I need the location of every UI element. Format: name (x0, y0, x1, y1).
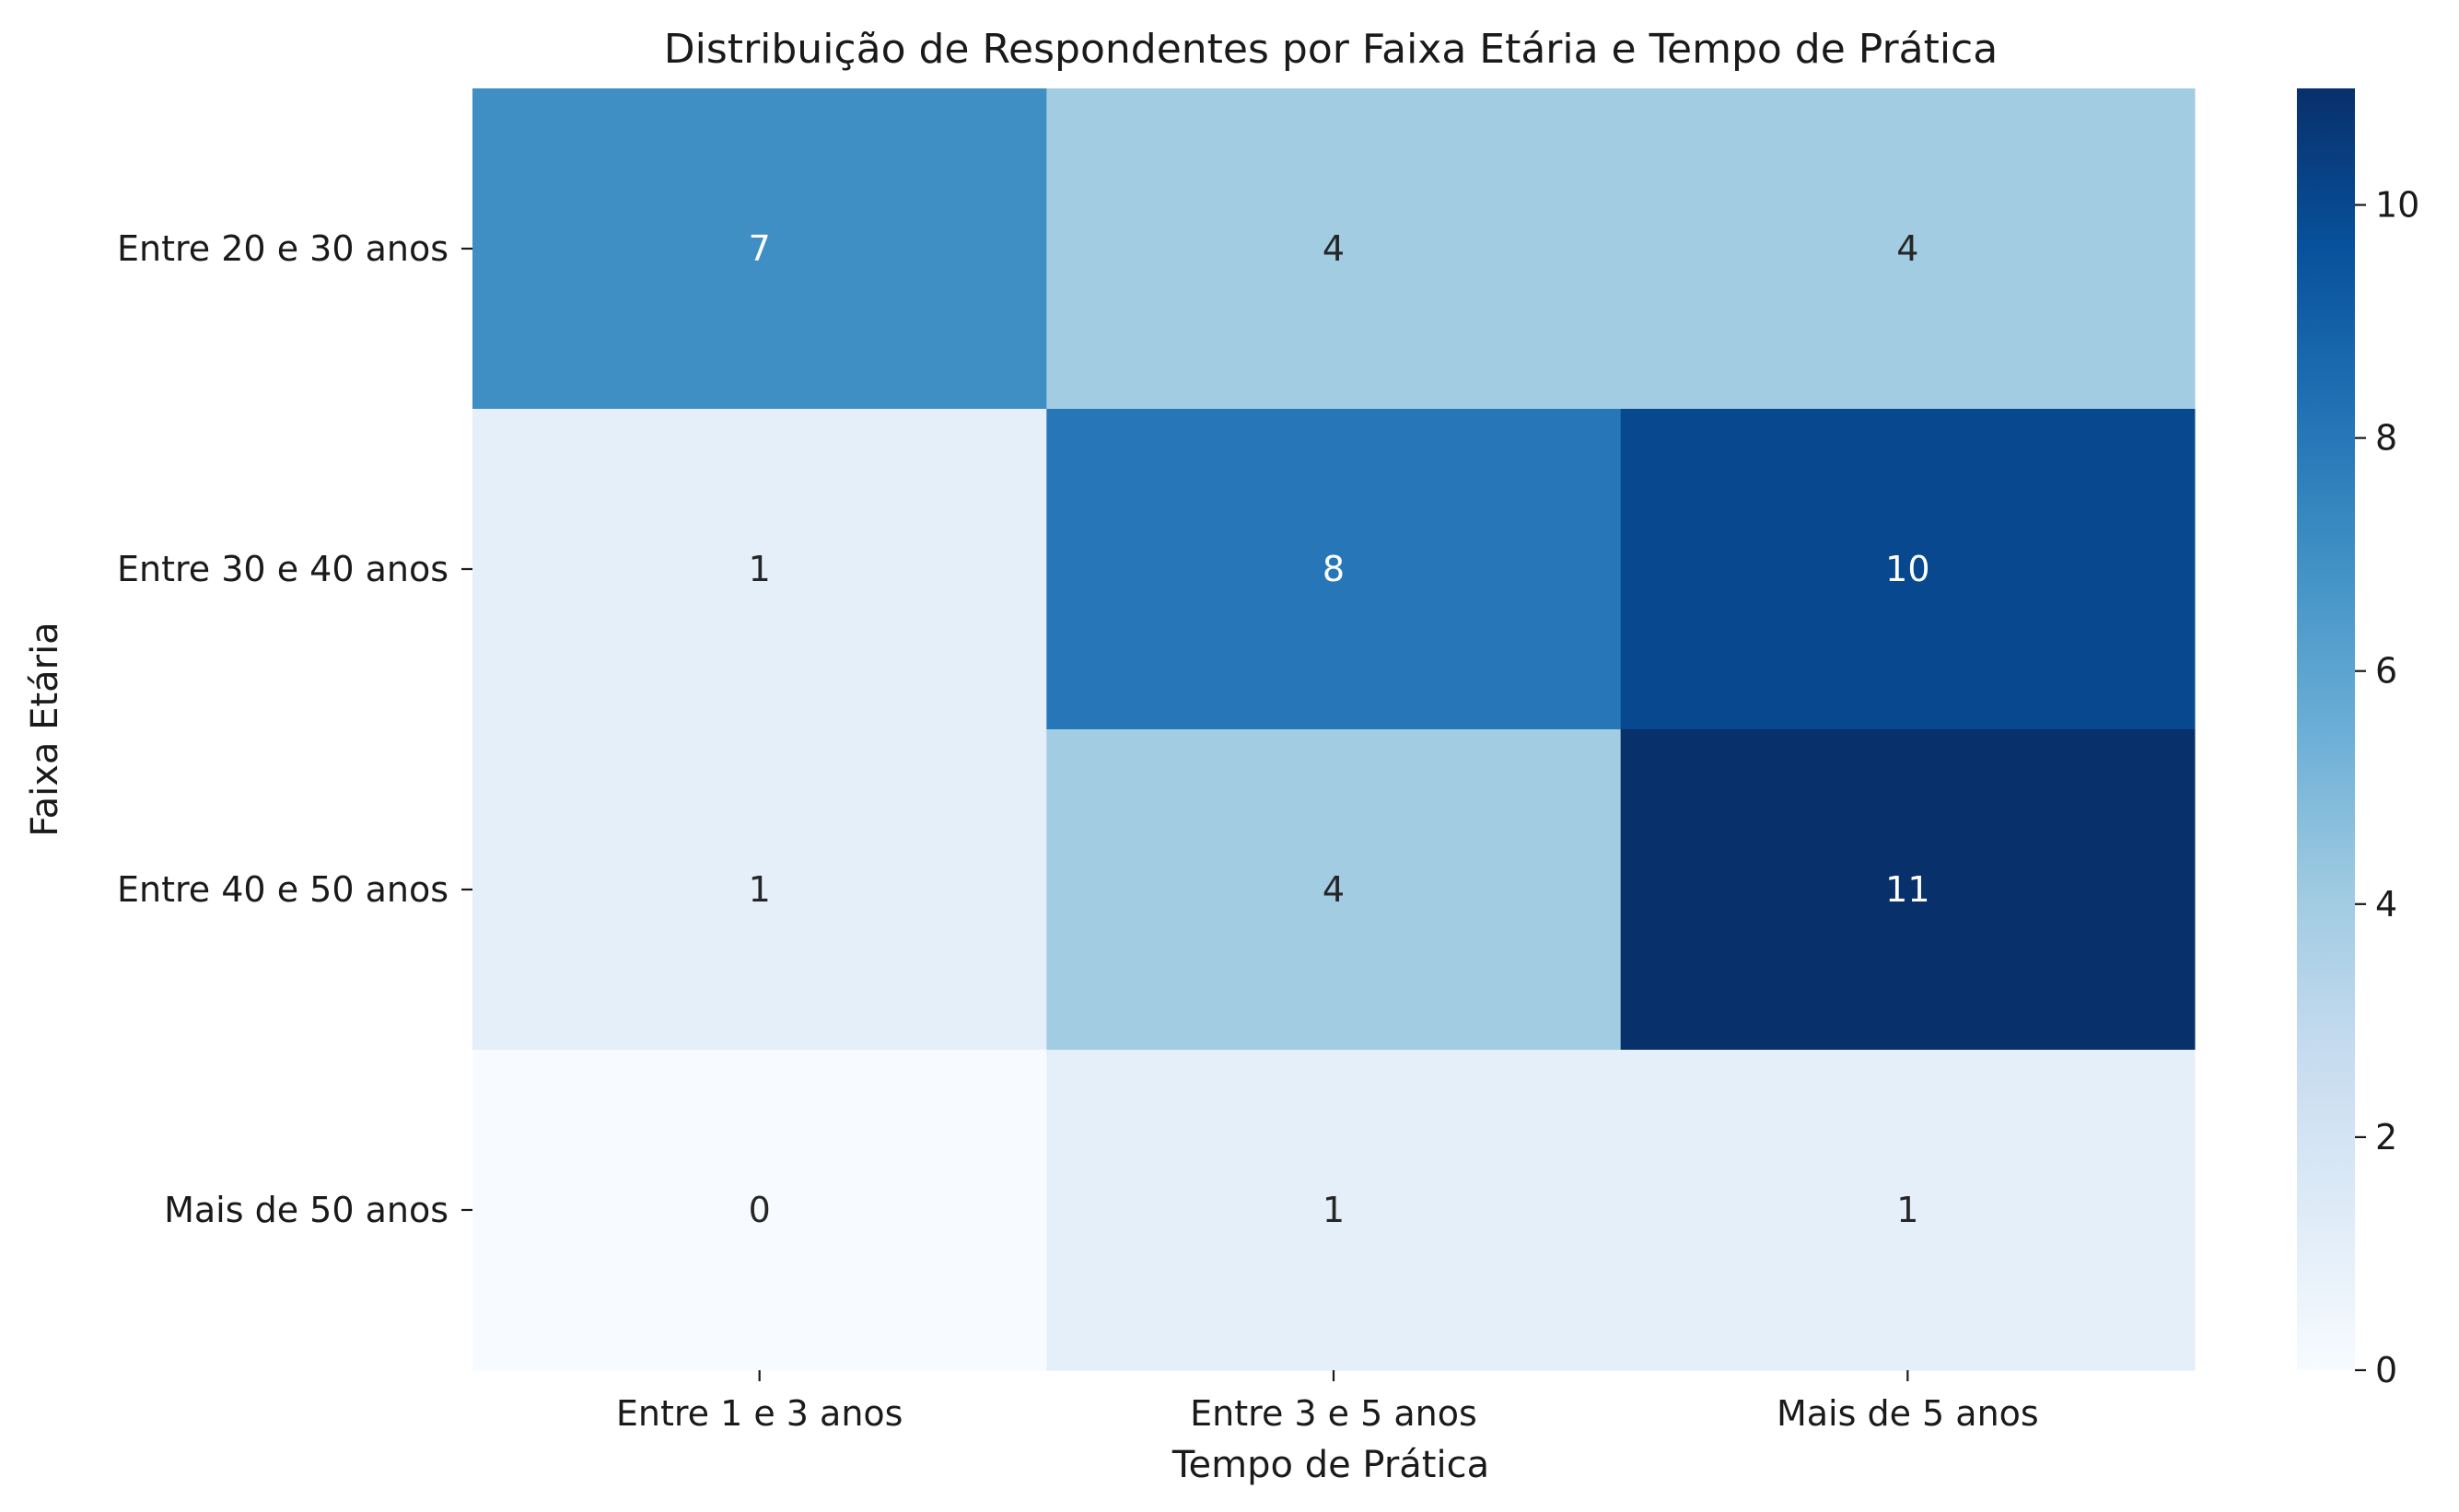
cell-value-label: 4 (1323, 869, 1345, 910)
x-axis-label: Tempo de Prática (1171, 1444, 1489, 1486)
colorbar-tick-label: 4 (2375, 884, 2397, 925)
cell-value-label: 1 (749, 549, 771, 589)
cell-value-label: 1 (1896, 1190, 1918, 1230)
colorbar-tick-label: 2 (2375, 1117, 2397, 1157)
cell-value-label: 1 (1323, 1190, 1345, 1230)
heatmap-cell (1620, 1050, 2196, 1371)
cell-value-label: 4 (1896, 228, 1918, 269)
colorbar-ticks: 0 2 4 6 8 10 (2355, 185, 2419, 1390)
heatmap-cell (472, 88, 1047, 410)
heatmap-cell (472, 1050, 1047, 1371)
heatmap-cell (1620, 729, 2196, 1051)
heatmap-cell (1046, 729, 1622, 1051)
cell-value-label: 10 (1885, 549, 1929, 589)
x-tick-label: Entre 3 e 5 anos (1190, 1393, 1477, 1434)
cell-value-label: 4 (1323, 228, 1345, 269)
heatmap-cell (1620, 409, 2196, 730)
heatmap-cell (472, 729, 1047, 1051)
heatmap-cell (472, 409, 1047, 730)
y-axis-ticks: Entre 20 e 30 anos Entre 30 e 40 anos Entr… (117, 228, 472, 1230)
colorbar-tick-label: 0 (2375, 1350, 2397, 1390)
y-axis-label: Faixa Etária (24, 622, 66, 836)
colorbar-tick-label: 8 (2375, 418, 2397, 459)
cell-value-label: 7 (749, 228, 771, 269)
cell-value-label: 0 (749, 1190, 771, 1230)
x-tick-label: Mais de 5 anos (1777, 1393, 2039, 1434)
colorbar (2297, 88, 2355, 1370)
cell-value-label: 1 (749, 869, 771, 910)
y-tick-label: Entre 20 e 30 anos (117, 228, 449, 269)
cell-value-label: 11 (1885, 869, 1929, 910)
cell-value-label: 8 (1323, 549, 1345, 589)
y-tick-label: Entre 40 e 50 anos (117, 869, 449, 910)
colorbar-tick-label: 6 (2375, 651, 2397, 692)
y-tick-label: Entre 30 e 40 anos (117, 549, 449, 589)
heatmap-cell (1620, 88, 2196, 410)
heatmap-cell (1046, 88, 1622, 410)
heatmap-cell (1046, 1050, 1622, 1371)
chart-title: Distribuição de Respondentes por Faixa E… (664, 26, 1998, 73)
heatmap-cell (1046, 409, 1622, 730)
colorbar-tick-label: 10 (2375, 185, 2419, 226)
y-tick-label: Mais de 50 anos (164, 1190, 449, 1230)
heatmap-cells (472, 88, 2196, 1371)
cell-labels: 7 4 41 8 101 4 110 1 1 (749, 228, 1930, 1230)
x-tick-label: Entre 1 e 3 anos (616, 1393, 903, 1434)
x-axis-ticks: Entre 1 e 3 anos Entre 3 e 5 anos Mais de … (616, 1370, 2039, 1434)
